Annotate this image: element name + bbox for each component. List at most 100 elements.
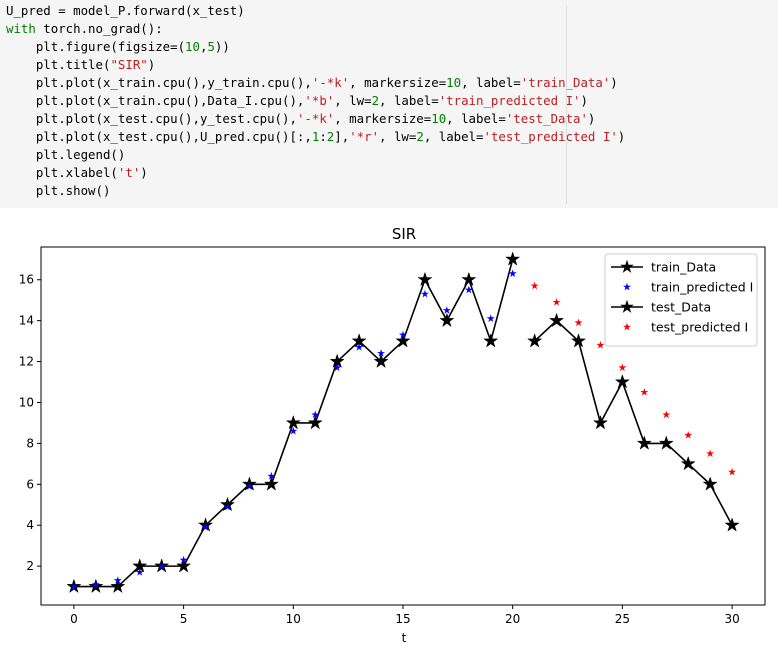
data-point: [662, 410, 671, 419]
legend-item: test_predicted I: [623, 320, 748, 335]
y-tick-label: 12: [19, 355, 34, 369]
data-point: [285, 414, 301, 430]
code-token: 10: [446, 75, 462, 90]
code-token: plt.xlabel(: [6, 165, 118, 180]
data-point: [91, 580, 100, 588]
x-tick-label: 20: [505, 612, 520, 626]
legend-marker: [623, 282, 631, 291]
code-token: )): [214, 39, 230, 54]
y-tick-label: 4: [26, 518, 34, 532]
code-token: plt.plot(x_test.cpu(),y_test.cpu(),: [6, 111, 297, 126]
data-point: [355, 343, 364, 351]
data-point: [245, 482, 254, 490]
code-editor[interactable]: U_pred = model_P.forward(x_test) with tor…: [6, 2, 625, 200]
series-train-predicted-i: [69, 269, 517, 590]
code-token: , label=: [461, 75, 521, 90]
data-point: [614, 374, 631, 389]
data-point: [680, 455, 696, 471]
data-point: [420, 289, 429, 298]
y-tick-label: 6: [26, 477, 34, 491]
legend: train_Data train_predicted I test_Datatest…: [604, 253, 758, 347]
y-tick-label: 10: [19, 395, 34, 409]
code-token: '*r': [349, 129, 380, 144]
data-point: [530, 281, 539, 290]
code-line: plt.show(): [6, 182, 566, 200]
data-point: [548, 312, 565, 328]
code-token: "SIR": [110, 57, 148, 72]
y-tick-label: 16: [19, 273, 34, 287]
data-point: [179, 555, 188, 564]
data-point: [483, 333, 499, 348]
code-token: with: [6, 21, 36, 36]
sir-chart: SIR 0 5 10 15 20 25 30 2 4 6 8 10 12 14 16 t train_Dat…: [19, 225, 766, 645]
code-line: U_pred = model_P.forward(x_test): [6, 2, 566, 20]
data-point: [658, 435, 674, 450]
code-token: 2: [326, 129, 335, 144]
data-point: [570, 333, 587, 348]
code-token: , markersize=: [334, 111, 432, 126]
data-point: [706, 449, 715, 458]
code-token: 'train_predicted I': [438, 93, 581, 108]
legend-marker: [620, 259, 634, 273]
code-token: 't': [117, 165, 141, 180]
code-token: , lw=: [334, 93, 372, 108]
plot-frame: [40, 246, 766, 606]
data-point: [307, 414, 323, 430]
code-token: ): [587, 111, 596, 126]
data-point: [373, 353, 389, 369]
code-token: 'test_predicted I': [483, 129, 618, 144]
data-point: [157, 561, 166, 570]
legend-label: train_predicted I: [651, 280, 753, 295]
legend-item: train_predicted I: [623, 280, 753, 295]
code-token: plt.plot(x_train.cpu(),y_train.cpu(),: [6, 75, 312, 90]
code-line: plt.plot(x_test.cpu(),U_pred.cpu()[:,1:2…: [6, 128, 625, 146]
data-point: [728, 467, 737, 476]
x-tick-label: 5: [180, 612, 188, 626]
data-point: [527, 333, 543, 348]
code-line: plt.plot(x_train.cpu(),Data_I.cpu(),'*b'…: [6, 92, 588, 110]
y-tick-label: 8: [26, 436, 34, 450]
code-token: 5: [207, 39, 215, 54]
data-point: [110, 578, 126, 594]
code-token: plt.plot(x_test.cpu(),U_pred.cpu()[:,: [6, 129, 312, 144]
code-token: ],: [334, 129, 350, 144]
code-token: plt.legend(): [6, 147, 126, 162]
code-token: ): [610, 75, 618, 90]
code-token: torch.no_grad():: [35, 21, 163, 36]
chart-title: SIR: [392, 225, 416, 243]
data-point: [311, 410, 320, 419]
data-point: [592, 414, 609, 430]
code-line: with torch.no_grad():: [6, 20, 566, 38]
x-tick-label: 15: [395, 612, 410, 626]
code-token: , lw=: [379, 129, 417, 144]
code-token: plt.title(: [6, 57, 111, 72]
legend-item: train_Data: [611, 260, 716, 275]
x-tick-label: 30: [724, 612, 739, 626]
series-test-predicted-i: [530, 281, 737, 476]
code-token: '-*k': [296, 111, 335, 126]
code-token: ): [147, 57, 156, 72]
legend-label: train_Data: [651, 260, 716, 275]
data-point: [618, 363, 627, 372]
code-line: plt.figure(figsize=(10,5)): [6, 38, 566, 56]
x-tick-label: 25: [615, 612, 630, 626]
code-cell[interactable]: U_pred = model_P.forward(x_test) with tor…: [0, 0, 778, 208]
data-point: [263, 476, 279, 491]
code-token: ): [617, 129, 626, 144]
series-train-data: [66, 251, 521, 594]
data-point: [574, 318, 583, 327]
data-point: [333, 363, 342, 372]
data-point: [417, 271, 433, 287]
data-point: [464, 285, 473, 294]
data-point: [724, 517, 740, 532]
data-point: [289, 426, 298, 435]
code-line: plt.legend(): [6, 146, 566, 164]
code-line: plt.plot(x_train.cpu(),y_train.cpu(),'-*…: [6, 74, 618, 92]
legend-marker: [623, 322, 631, 331]
series-line: [534, 319, 733, 526]
legend-label: test_Data: [651, 300, 711, 315]
code-token: ): [580, 93, 588, 108]
data-point: [508, 269, 517, 277]
legend-marker: [620, 299, 634, 313]
code-token: plt.figure(figsize=(: [6, 39, 186, 54]
